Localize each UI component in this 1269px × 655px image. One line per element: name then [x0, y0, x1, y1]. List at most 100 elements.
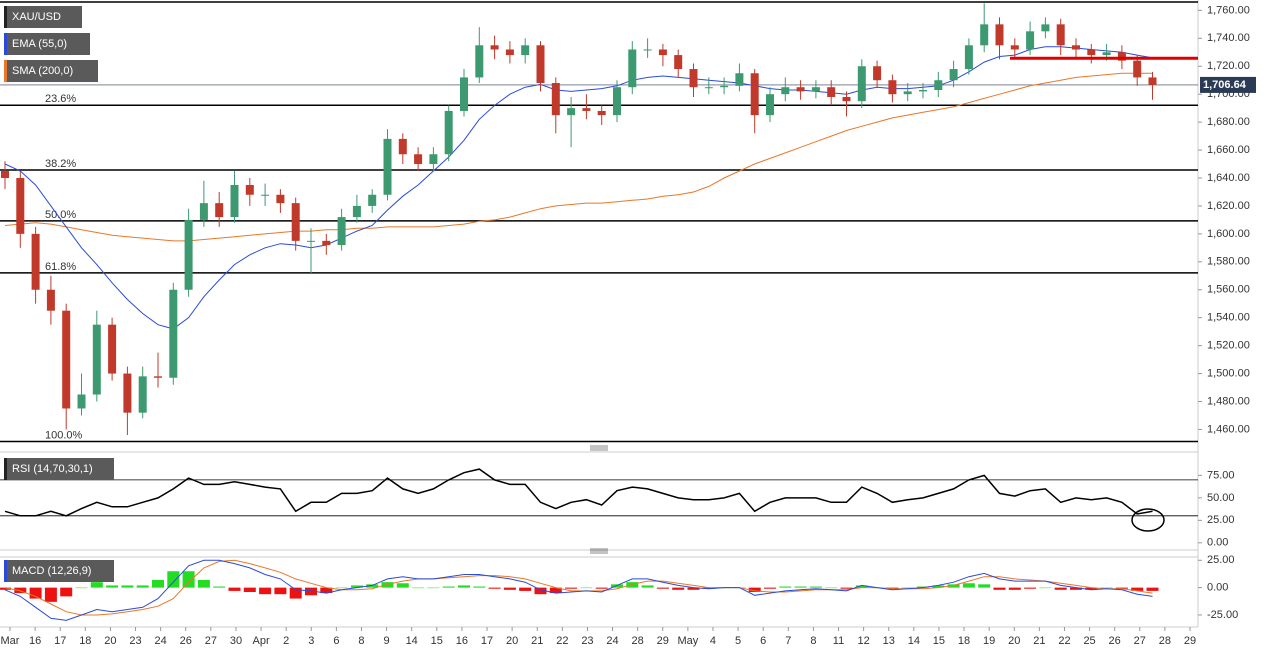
macd-histogram-bar — [809, 586, 822, 588]
candle-body — [964, 45, 973, 70]
macd-histogram-bar — [1054, 587, 1067, 590]
y-tick-label: 1,560.00 — [1207, 284, 1250, 296]
macd-histogram-bar — [243, 587, 256, 592]
y-tick-label: 1,760.00 — [1207, 4, 1250, 16]
macd-histogram-bar — [427, 587, 440, 589]
x-tick-label: May — [677, 635, 698, 647]
macd-histogram-bar — [289, 587, 302, 599]
y-tick-label: 1,600.00 — [1207, 228, 1250, 240]
macd-histogram-bar — [75, 587, 88, 589]
x-tick-label: 2 — [283, 635, 289, 647]
x-tick-label: 23 — [129, 635, 141, 647]
candle-body — [842, 96, 851, 102]
macd-histogram-bar — [167, 571, 180, 588]
macd-histogram-bar — [962, 583, 975, 588]
macd-histogram-bar — [1146, 587, 1159, 591]
x-tick-label: 14 — [406, 635, 418, 647]
macd-histogram-bar — [565, 587, 578, 589]
legend-label: MACD (12,26,9) — [12, 565, 91, 577]
candle-body — [903, 91, 912, 95]
macd-histogram-bar — [687, 587, 700, 590]
candle-body — [567, 108, 576, 116]
candle-body — [521, 45, 530, 56]
macd-histogram-bar — [917, 586, 929, 588]
candle-body — [414, 154, 423, 165]
candle-body — [184, 219, 193, 290]
macd-histogram-bar — [794, 586, 807, 588]
candle-body — [995, 24, 1004, 46]
candle-body — [827, 87, 836, 97]
candle-body — [980, 24, 989, 46]
candle-body — [613, 87, 621, 116]
macd-histogram-bar — [1070, 587, 1082, 590]
x-tick-label: 24 — [606, 635, 618, 647]
candle-body — [949, 69, 958, 81]
candle-body — [720, 85, 729, 88]
macd-histogram-bar — [305, 587, 317, 596]
x-tick-label: 20 — [506, 635, 518, 647]
macd-histogram-bar — [60, 587, 73, 597]
candle-body — [674, 55, 683, 70]
x-tick-label: 8 — [810, 635, 816, 647]
x-tick-label: 25 — [1083, 635, 1095, 647]
macd-histogram-bar — [1100, 587, 1113, 589]
macd-histogram-bar — [840, 587, 853, 589]
macd-histogram-bar — [14, 587, 27, 594]
y-tick-label: 1,720.00 — [1207, 60, 1250, 72]
y-tick-label: 1,580.00 — [1207, 256, 1250, 268]
y-tick-label: 1,740.00 — [1207, 32, 1250, 44]
legend-edge — [4, 458, 7, 480]
x-tick-label: 8 — [358, 635, 364, 647]
macd-histogram-bar — [366, 584, 379, 588]
x-tick-label: 21 — [1033, 635, 1045, 647]
macd-histogram-bar — [1024, 587, 1037, 589]
candle-body — [429, 154, 438, 165]
x-tick-label: 30 — [230, 635, 242, 647]
candle-body — [750, 73, 759, 116]
macd-histogram-bar — [595, 587, 608, 589]
macd-histogram-bar — [886, 587, 899, 589]
candle-body — [368, 194, 377, 206]
candle-body — [597, 110, 606, 116]
macd-histogram-bar — [458, 585, 470, 588]
panel-grip — [590, 548, 608, 554]
sma-line — [4, 72, 1153, 242]
candle-body — [352, 205, 361, 218]
last-price-label: 1,706.64 — [1203, 79, 1247, 91]
macd-histogram-bar — [1115, 587, 1128, 589]
x-tick-label: 28 — [632, 635, 644, 647]
x-tick-label: 27 — [205, 635, 217, 647]
x-tick-label: 5 — [735, 635, 741, 647]
candle-body — [77, 394, 86, 409]
x-tick-label: 26 — [1109, 635, 1121, 647]
candle-body — [307, 240, 315, 242]
fib-label: 38.2% — [45, 158, 76, 170]
x-tick-label: Apr — [253, 635, 270, 647]
legend-label: RSI (14,70,30,1) — [12, 463, 93, 475]
candle-body — [230, 184, 239, 218]
rsi-tick-label: 50.00 — [1207, 492, 1235, 504]
macd-histogram-bar — [656, 587, 669, 589]
candle-body — [383, 138, 392, 195]
candle-body — [245, 184, 254, 195]
x-tick-label: 26 — [180, 635, 192, 647]
legend-label: XAU/USD — [12, 11, 61, 23]
x-tick-label: 14 — [908, 635, 920, 647]
annotation-circle — [1131, 508, 1165, 532]
candle-body — [1026, 31, 1035, 50]
macd-histogram-bar — [90, 582, 103, 588]
candle-body — [766, 94, 774, 116]
macd-tick-label: 25.00 — [1207, 554, 1235, 566]
macd-histogram-bar — [702, 587, 715, 589]
candle-body — [704, 87, 713, 89]
candle-body — [536, 45, 545, 84]
x-tick-label: 19 — [983, 635, 995, 647]
candle-body — [781, 87, 790, 95]
candle-body — [1041, 24, 1050, 32]
candle-body — [658, 49, 667, 56]
x-tick-label: 15 — [431, 635, 443, 647]
x-tick-label: 7 — [785, 635, 791, 647]
legend-edge — [4, 60, 7, 82]
macd-histogram-bar — [350, 585, 363, 588]
y-tick-label: 1,660.00 — [1207, 144, 1250, 156]
